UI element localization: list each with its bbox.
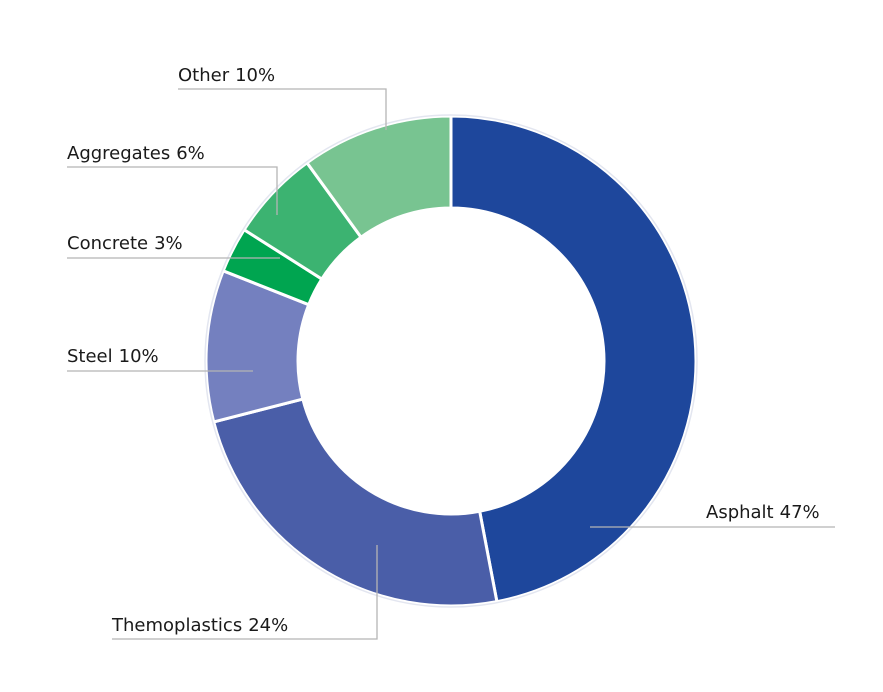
value-label: 10% — [119, 346, 159, 367]
category-name: Themoplastics — [111, 615, 242, 636]
slice-label: Concrete 3% — [67, 233, 183, 254]
donut-slice — [211, 397, 499, 608]
category-name: Asphalt — [706, 502, 774, 523]
slice-label: Other 10% — [178, 65, 275, 86]
value-label: 47% — [780, 502, 820, 523]
slice-label: Aggregates 6% — [67, 143, 205, 164]
category-name: Steel — [67, 346, 113, 367]
category-name: Aggregates — [67, 143, 170, 164]
category-name: Concrete — [67, 233, 148, 254]
leader-line — [112, 545, 378, 640]
slice-label: Themoplastics 24% — [111, 615, 288, 636]
value-label: 3% — [154, 233, 183, 254]
donut-slice — [304, 114, 453, 240]
slice-label: Steel 10% — [67, 346, 159, 367]
slice-label: Asphalt 47% — [706, 502, 820, 523]
value-label: 10% — [235, 65, 275, 86]
value-label: 6% — [176, 143, 205, 164]
category-name: Other — [178, 65, 230, 86]
donut-slice — [449, 114, 698, 604]
donut-outline — [204, 114, 698, 608]
value-label: 24% — [248, 615, 288, 636]
leader-line — [67, 166, 278, 215]
leader-line — [178, 88, 387, 130]
